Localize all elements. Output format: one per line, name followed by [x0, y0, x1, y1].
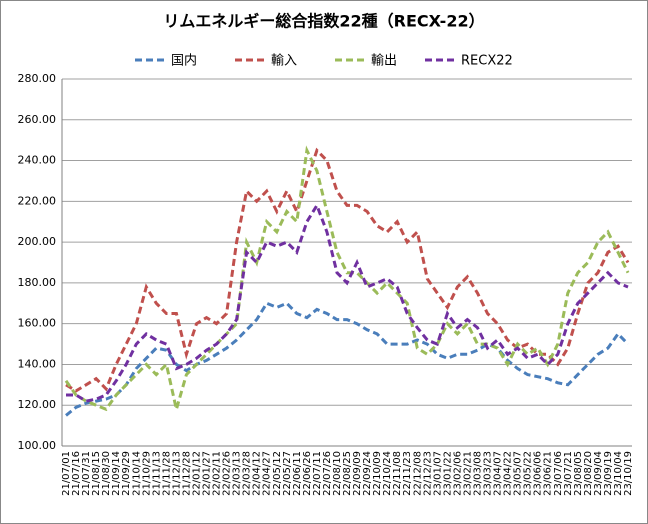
x-tick-label: 22/01/12	[191, 451, 202, 496]
x-tick-label: 23/09/04	[593, 451, 604, 496]
x-tick-label: 23/10/04	[613, 451, 624, 496]
x-tick-label: 21/10/29	[141, 451, 152, 496]
x-tick-label: 22/01/27	[202, 451, 213, 496]
x-tick-label: 22/11/23	[402, 451, 413, 496]
x-tick-label: 21/07/31	[81, 451, 92, 496]
x-tick-label: 22/07/11	[312, 451, 323, 496]
x-tick-label: 22/08/10	[332, 451, 343, 496]
series-line	[65, 301, 630, 417]
x-tick-label: 23/01/07	[432, 451, 443, 496]
legend-label: 国内	[171, 53, 197, 69]
x-tick-label: 21/08/30	[101, 451, 112, 496]
legend-label: RECX22	[461, 54, 513, 69]
y-tick-label: 140.00	[18, 357, 57, 370]
x-tick-label: 22/09/24	[362, 451, 373, 496]
y-tick-label: 220.00	[18, 194, 57, 207]
y-tick-label: 120.00	[18, 398, 57, 411]
series-line	[64, 145, 630, 412]
x-tick-label: 22/07/26	[322, 451, 333, 496]
x-tick-label: 22/05/12	[272, 451, 283, 496]
x-tick-label: 22/03/13	[232, 451, 243, 496]
series-line	[66, 202, 629, 403]
x-tick-label: 21/07/01	[61, 451, 72, 496]
y-tick-label: 160.00	[18, 317, 57, 330]
x-tick-label: 22/04/12	[252, 451, 263, 496]
x-tick-label: 23/04/07	[493, 451, 504, 496]
y-tick-label: 240.00	[18, 154, 57, 167]
y-tick-label: 180.00	[18, 276, 57, 289]
x-tick-label: 22/09/09	[352, 451, 363, 496]
x-tick-label: 22/05/27	[282, 451, 293, 496]
x-tick-label: 21/11/28	[161, 451, 172, 496]
x-tick-label: 22/11/08	[392, 451, 403, 496]
y-tick-label: 200.00	[18, 235, 57, 248]
x-tick-label: 23/05/22	[523, 451, 534, 496]
x-tick-label: 23/01/22	[442, 451, 453, 496]
x-tick-label: 23/06/06	[533, 451, 544, 496]
chart-title: リムエネルギー総合指数22種（RECX-22）	[163, 12, 484, 31]
y-tick-label: 100.00	[18, 439, 57, 452]
x-tick-label: 21/12/13	[171, 451, 182, 496]
x-tick-label: 23/03/08	[472, 451, 483, 496]
x-tick-label: 22/12/08	[412, 451, 423, 496]
x-tick-label: 23/04/22	[503, 451, 514, 496]
x-tick-label: 22/08/25	[342, 451, 353, 496]
legend-label: 輸入	[271, 54, 297, 69]
x-tick-label: 21/09/14	[111, 451, 122, 496]
x-tick-label: 23/07/21	[563, 451, 574, 496]
x-tick-label: 21/07/16	[71, 451, 82, 496]
x-tick-label: 23/07/06	[553, 451, 564, 496]
x-tick-label: 22/06/26	[302, 451, 313, 496]
x-tick-label: 21/08/15	[91, 451, 102, 496]
x-tick-label: 23/02/21	[462, 451, 473, 496]
x-tick-label: 23/08/05	[573, 451, 584, 496]
x-tick-label: 23/06/21	[543, 451, 554, 496]
legend-label: 輸出	[371, 54, 397, 69]
x-tick-label: 21/11/13	[151, 451, 162, 496]
x-tick-label: 23/09/19	[603, 451, 614, 496]
y-tick-label: 280.00	[18, 72, 57, 85]
x-tick-label: 22/06/11	[292, 451, 303, 496]
x-tick-label: 22/02/11	[212, 451, 223, 496]
x-tick-label: 23/10/19	[623, 451, 634, 496]
x-tick-label: 21/10/14	[131, 451, 142, 496]
x-tick-label: 23/02/06	[452, 451, 463, 496]
x-tick-label: 23/05/07	[513, 451, 524, 496]
x-tick-label: 21/09/29	[121, 451, 132, 496]
x-tick-label: 21/12/28	[181, 451, 192, 496]
x-tick-label: 22/10/24	[382, 451, 393, 496]
x-tick-label: 23/08/20	[583, 451, 594, 496]
y-tick-label: 260.00	[18, 113, 57, 126]
x-tick-label: 22/03/28	[242, 451, 253, 496]
x-tick-label: 23/03/23	[483, 451, 494, 496]
x-tick-label: 22/02/26	[222, 451, 233, 496]
x-tick-label: 22/04/27	[262, 451, 273, 496]
x-tick-label: 22/10/09	[372, 451, 383, 496]
x-tick-label: 22/12/23	[422, 451, 433, 496]
